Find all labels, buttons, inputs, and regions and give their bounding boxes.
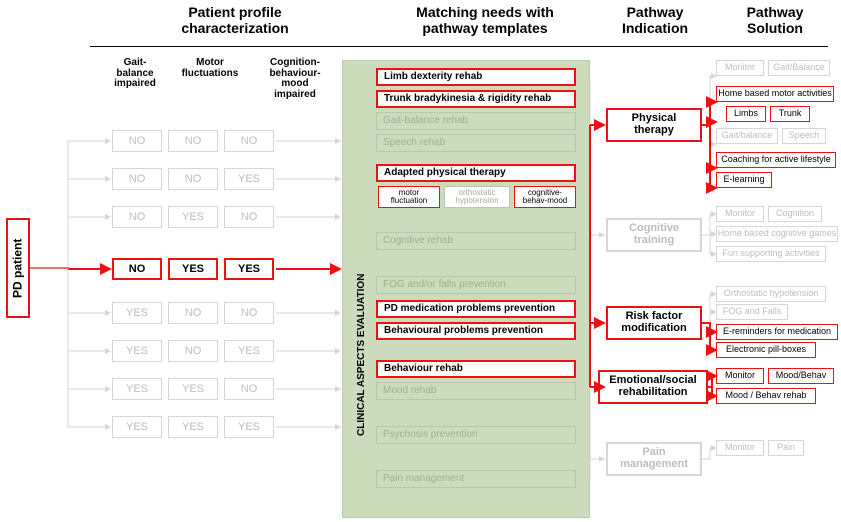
header-rule <box>90 46 828 47</box>
solution-risk-oh: Orthostatic hypotension <box>716 286 826 302</box>
matrix-cell-2-0: NO <box>112 206 162 228</box>
profile-col-c3: Cognition- behaviour- mood impaired <box>258 58 332 100</box>
solution-cog-mon: Monitor <box>716 206 764 222</box>
template-0: Limb dexterity rehab <box>376 68 576 86</box>
solution-cog-fun: Fun supporting activities <box>716 246 826 262</box>
profile-col-c1: Gait- balance impaired <box>106 58 164 90</box>
template-5: Cognitive rehab <box>376 232 576 250</box>
matrix-cell-1-0: NO <box>112 168 162 190</box>
template-7: PD medication problems prevention <box>376 300 576 318</box>
solution-phys-header: Monitor <box>716 60 764 76</box>
template-9: Behaviour rehab <box>376 360 576 378</box>
solution-phys-home: Home based motor activities <box>716 86 834 102</box>
solution-phys-trunk: Trunk <box>770 106 810 122</box>
solution-cog-games: Home based cognitive games <box>716 226 838 242</box>
matrix-cell-0-0: NO <box>112 130 162 152</box>
solution-pain-mon: Monitor <box>716 440 764 456</box>
template-3: Speech rehab <box>376 134 576 152</box>
solution-risk-fog: FOG and Falls <box>716 304 788 320</box>
solution-risk-pill: Electronic pill-boxes <box>716 342 816 358</box>
matrix-cell-4-0: YES <box>112 302 162 324</box>
indication-0: Physical therapy <box>606 108 702 142</box>
solution-phys-header2: Gait/Balance <box>768 60 830 76</box>
matrix-row-6: YES YES NO <box>112 378 274 400</box>
matrix-row-0: NO NO NO <box>112 130 274 152</box>
matrix-cell-2-2: NO <box>224 206 274 228</box>
solution-phys-limbs: Limbs <box>726 106 766 122</box>
diagram-stage: Patient profile characterization Matching… <box>0 0 841 522</box>
solution-emo-mb: Mood/Behav <box>768 368 834 384</box>
matrix-row-2: NO YES NO <box>112 206 274 228</box>
matrix-cell-7-0: YES <box>112 416 162 438</box>
header-col4: Pathway Solution <box>720 4 830 36</box>
apt-sub-1: orthostatic hypotension <box>444 186 510 208</box>
matrix-cell-6-0: YES <box>112 378 162 400</box>
solution-emo-mon: Monitor <box>716 368 764 384</box>
solution-pain-p: Pain <box>768 440 804 456</box>
matrix-cell-5-2: YES <box>224 340 274 362</box>
solution-cog-cogn: Cognition <box>768 206 822 222</box>
clinical-panel-label: CLINICAL ASPECTS EVALUATION <box>356 274 367 436</box>
apt-sub-2: cognitive- behav-mood <box>514 186 576 208</box>
indication-2: Risk factor modification <box>606 306 702 340</box>
solution-phys-gb: Gait/balance <box>716 128 778 144</box>
template-8: Behavioural problems prevention <box>376 322 576 340</box>
matrix-row-1: NO NO YES <box>112 168 274 190</box>
indication-4: Pain management <box>606 442 702 476</box>
template-11: Psychosis prevention <box>376 426 576 444</box>
matrix-cell-0-1: NO <box>168 130 218 152</box>
header-col2: Matching needs with pathway templates <box>380 4 590 36</box>
matrix-cell-7-1: YES <box>168 416 218 438</box>
matrix-row-3: NO YES YES <box>112 258 274 280</box>
matrix-cell-3-2: YES <box>224 258 274 280</box>
matrix-cell-1-1: NO <box>168 168 218 190</box>
indication-3: Emotional/social rehabilitation <box>598 370 708 404</box>
template-12: Pain management <box>376 470 576 488</box>
matrix-row-5: YES NO YES <box>112 340 274 362</box>
matrix-row-4: YES NO NO <box>112 302 274 324</box>
matrix-cell-6-2: NO <box>224 378 274 400</box>
matrix-cell-6-1: YES <box>168 378 218 400</box>
solution-phys-sp: Speech <box>782 128 826 144</box>
matrix-cell-3-0: NO <box>112 258 162 280</box>
matrix-cell-3-1: YES <box>168 258 218 280</box>
matrix-cell-5-1: NO <box>168 340 218 362</box>
template-1: Trunk bradykinesia & rigidity rehab <box>376 90 576 108</box>
template-2: Gait-balance rehab <box>376 112 576 130</box>
matrix-cell-7-2: YES <box>224 416 274 438</box>
matrix-cell-5-0: YES <box>112 340 162 362</box>
profile-col-c2: Motor fluctuations <box>174 58 246 79</box>
template-4: Adapted physical therapy <box>376 164 576 182</box>
solution-emo-rehab: Mood / Behav rehab <box>716 388 816 404</box>
matrix-cell-2-1: YES <box>168 206 218 228</box>
indication-1: Cognitive training <box>606 218 702 252</box>
template-6: FOG and/or falls prevention <box>376 276 576 294</box>
matrix-cell-4-1: NO <box>168 302 218 324</box>
matrix-row-7: YES YES YES <box>112 416 274 438</box>
solution-phys-coach: Coaching for active lifestyle <box>716 152 836 168</box>
apt-sub-0: motor fluctuation <box>378 186 440 208</box>
template-10: Mood rehab <box>376 382 576 400</box>
header-col3: Pathway Indication <box>605 4 705 36</box>
header-col1: Patient profile characterization <box>120 4 350 36</box>
solution-phys-elearn: E-learning <box>716 172 772 188</box>
pd-patient: PD patient <box>6 218 30 318</box>
matrix-cell-4-2: NO <box>224 302 274 324</box>
solution-risk-erem: E-reminders for medication <box>716 324 838 340</box>
matrix-cell-1-2: YES <box>224 168 274 190</box>
matrix-cell-0-2: NO <box>224 130 274 152</box>
